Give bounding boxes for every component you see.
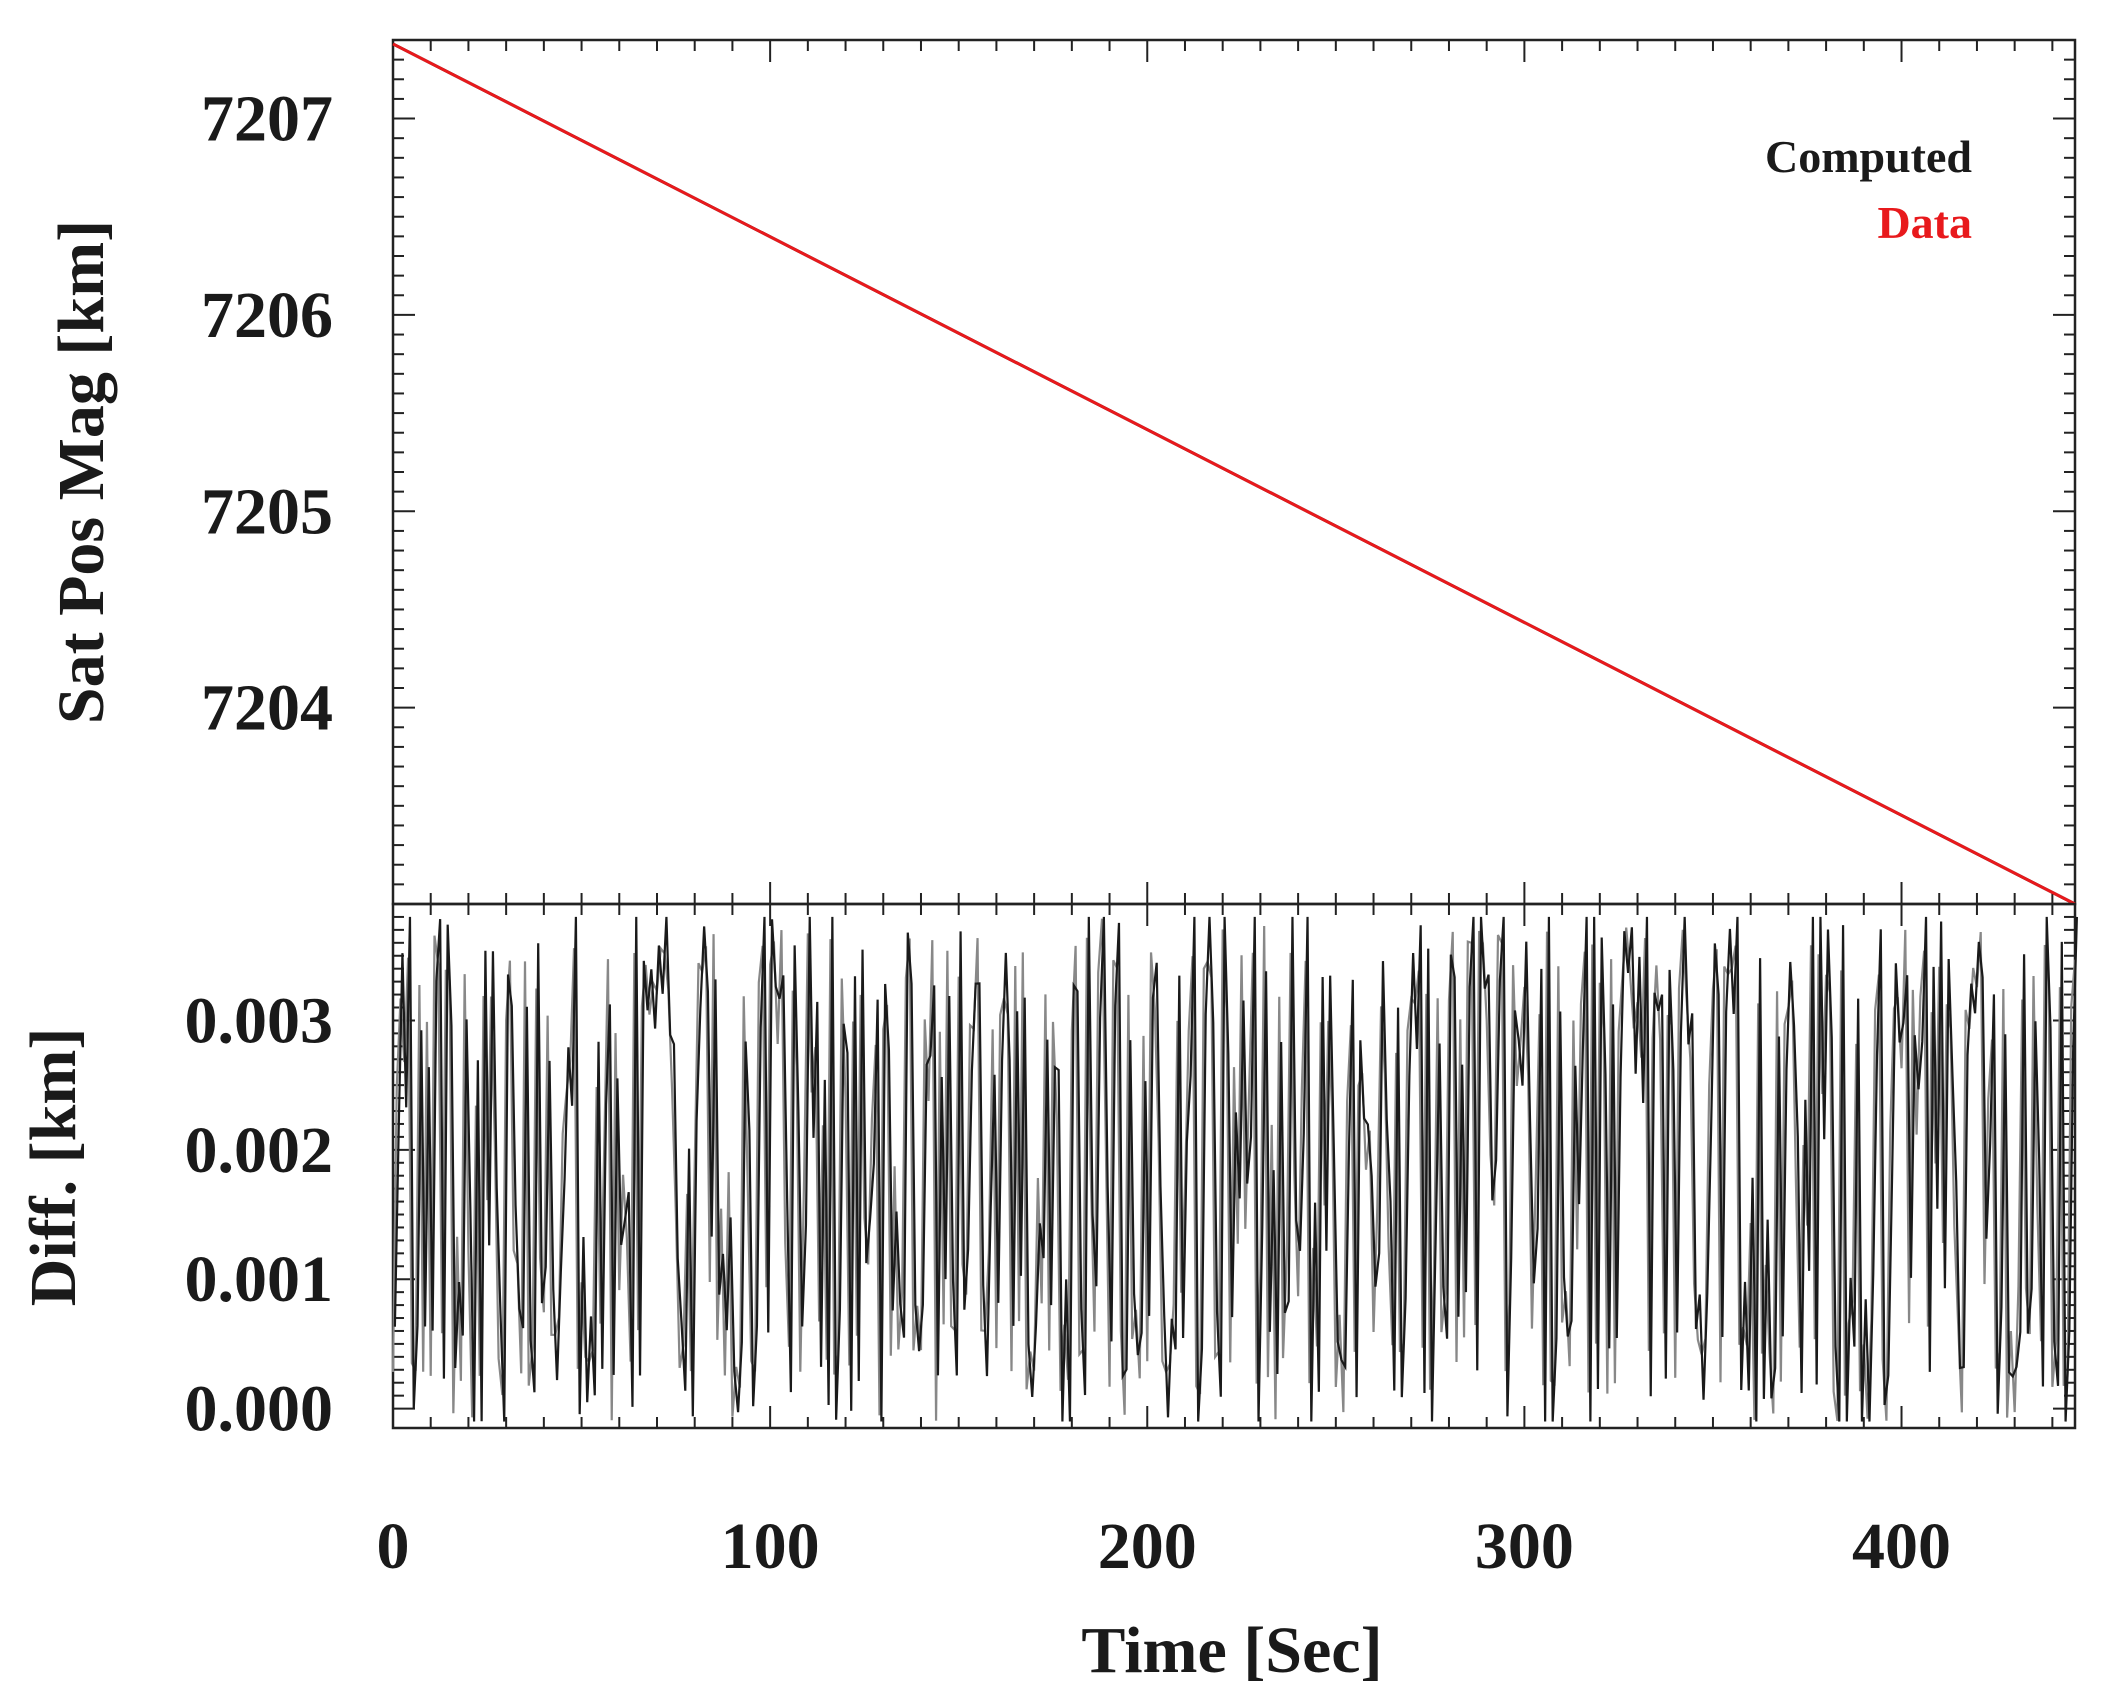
top-panel: 7204 7205 7206 7207 Sat Pos Mag [km] Comput…	[45, 38, 2077, 906]
top-ytick-label: 7204	[201, 672, 333, 745]
bottom-ytick-label: 0.002	[185, 1114, 334, 1187]
series-line-difference	[393, 916, 2078, 1422]
xtick-label: 200	[1098, 1510, 1197, 1583]
bottom-y-axis-title: Diff. [km]	[17, 1028, 90, 1307]
top-ytick-labels: 7204 7205 7206 7207	[201, 83, 333, 745]
x-axis-title: Time [Sec]	[1081, 1614, 1382, 1687]
bottom-series	[391, 916, 2078, 1422]
legend-data: Data	[1877, 197, 1972, 248]
xtick-label: 300	[1475, 1510, 1574, 1583]
top-ytick-label: 7205	[201, 475, 333, 548]
xtick-label: 400	[1852, 1510, 1951, 1583]
bottom-ytick-label: 0.000	[185, 1373, 334, 1446]
top-ytick-label: 7207	[201, 83, 333, 156]
xtick-label: 0	[377, 1510, 410, 1583]
bottom-panel: 0.000 0.001 0.002 0.003 0 100 200 300 400 Diff.…	[17, 902, 2078, 1687]
bottom-ytick-label: 0.001	[185, 1243, 334, 1316]
top-ticks	[392, 39, 2075, 905]
top-series	[392, 42, 2076, 906]
bottom-ytick-label: 0.003	[185, 984, 334, 1057]
bottom-ytick-labels: 0.000 0.001 0.002 0.003	[185, 984, 334, 1445]
series-line-difference-grey	[391, 918, 2077, 1422]
bottom-plot-frame	[391, 902, 2077, 1430]
series-line-data	[392, 42, 2076, 906]
top-y-axis-title: Sat Pos Mag [km]	[45, 220, 118, 724]
xtick-labels: 0 100 200 300 400	[377, 1510, 1952, 1583]
top-ytick-label: 7206	[201, 279, 333, 352]
legend-computed: Computed	[1765, 131, 1972, 182]
xtick-label: 100	[721, 1510, 820, 1583]
